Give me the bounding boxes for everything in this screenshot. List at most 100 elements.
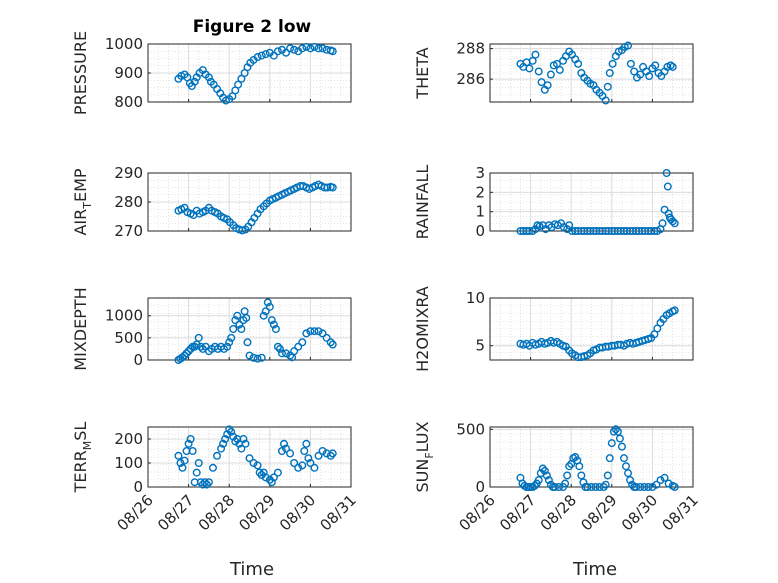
- x-tick-label: 08/29: [235, 491, 278, 534]
- data-point: [190, 77, 199, 86]
- data-point: [640, 483, 649, 492]
- data-point: [318, 447, 327, 456]
- y-tick-label: 0: [133, 351, 143, 369]
- data-point: [328, 183, 337, 192]
- data-point: [277, 447, 286, 456]
- data-point: [196, 342, 205, 351]
- data-point: [290, 459, 299, 468]
- data-point: [644, 483, 653, 492]
- data-point: [587, 483, 596, 492]
- data-point: [636, 70, 645, 79]
- data-point: [605, 68, 614, 77]
- data-point: [267, 316, 276, 325]
- y-axis-label: PRESSURE: [71, 31, 90, 115]
- subplot-4: 01 23 RAINFALL: [413, 164, 694, 240]
- data-point: [282, 444, 291, 453]
- y-tick-label: 100: [114, 454, 143, 472]
- data-point: [304, 454, 313, 463]
- data-point: [217, 444, 226, 453]
- data-point: [605, 454, 614, 463]
- axes-box: [147, 297, 352, 361]
- data-point: [645, 72, 654, 81]
- data-point: [194, 459, 203, 468]
- data-point: [653, 324, 662, 333]
- data-point: [306, 327, 315, 336]
- axes-box: [489, 297, 694, 361]
- data-point: [326, 338, 335, 347]
- data-point: [204, 478, 213, 487]
- data-point: [229, 432, 238, 441]
- data-point: [624, 41, 633, 50]
- data-point: [601, 480, 610, 489]
- data-point: [280, 439, 289, 448]
- data-point: [636, 483, 645, 492]
- data-point: [611, 425, 620, 434]
- subplot-6: 5 10 H2OMIXRA: [413, 286, 694, 372]
- y-tick-label: 900: [114, 64, 143, 82]
- data-point: [234, 80, 243, 89]
- data-point: [257, 353, 266, 362]
- subplot-5: 0 500 1000 MIXDEPTH: [71, 287, 352, 371]
- data-point: [626, 476, 635, 485]
- data-point: [286, 44, 295, 53]
- data-point: [534, 67, 543, 76]
- data-point: [561, 479, 570, 488]
- data-point: [314, 44, 323, 53]
- y-axis-label: THETA: [413, 47, 432, 99]
- data-point: [286, 351, 295, 360]
- axes-box: [489, 426, 694, 488]
- data-point: [290, 45, 299, 54]
- data-point: [599, 483, 608, 492]
- data-point: [664, 479, 673, 488]
- data-point: [286, 449, 295, 458]
- data-point: [277, 349, 286, 358]
- y-tick-label: 3: [475, 164, 485, 182]
- data-point: [579, 478, 588, 487]
- data-point: [310, 327, 319, 336]
- data-point: [273, 47, 282, 56]
- data-point: [237, 74, 246, 83]
- x-tick-label: 08/30: [618, 491, 661, 534]
- x-tick-label: 08/28: [537, 491, 580, 534]
- data-point: [310, 463, 319, 472]
- data-point: [591, 483, 600, 492]
- data-point: [328, 449, 337, 458]
- data-point: [525, 64, 534, 73]
- data-point: [273, 468, 282, 477]
- y-tick-label: 5: [475, 337, 485, 355]
- data-point: [261, 473, 270, 482]
- y-tick-label: 0: [475, 222, 485, 240]
- y-tick-label: 200: [114, 430, 143, 448]
- y-tick-label: 280: [114, 193, 143, 211]
- data-point: [302, 42, 311, 51]
- data-point: [213, 451, 222, 460]
- data-point: [269, 320, 278, 329]
- data-point: [245, 454, 254, 463]
- data-point: [537, 78, 546, 87]
- data-point: [328, 340, 337, 349]
- y-tick-label: 1000: [105, 307, 143, 325]
- data-point: [624, 469, 633, 478]
- data-point: [314, 327, 323, 336]
- data-point: [184, 439, 193, 448]
- data-point: [239, 435, 248, 444]
- data-point: [622, 462, 631, 471]
- data-point: [237, 325, 246, 334]
- data-point: [323, 183, 332, 192]
- data-point: [180, 456, 189, 465]
- axes-box: [147, 43, 352, 103]
- data-point: [300, 447, 309, 456]
- data-point: [603, 471, 612, 480]
- data-point: [306, 459, 315, 468]
- data-point: [626, 59, 635, 68]
- data-point: [613, 427, 622, 436]
- data-point: [298, 461, 307, 470]
- y-axis-label: TERRMSL: [71, 422, 94, 494]
- y-tick-label: 500: [114, 329, 143, 347]
- y-tick-label: 288: [456, 40, 485, 58]
- data-point: [253, 461, 262, 470]
- data-point: [617, 442, 626, 451]
- data-point: [607, 439, 616, 448]
